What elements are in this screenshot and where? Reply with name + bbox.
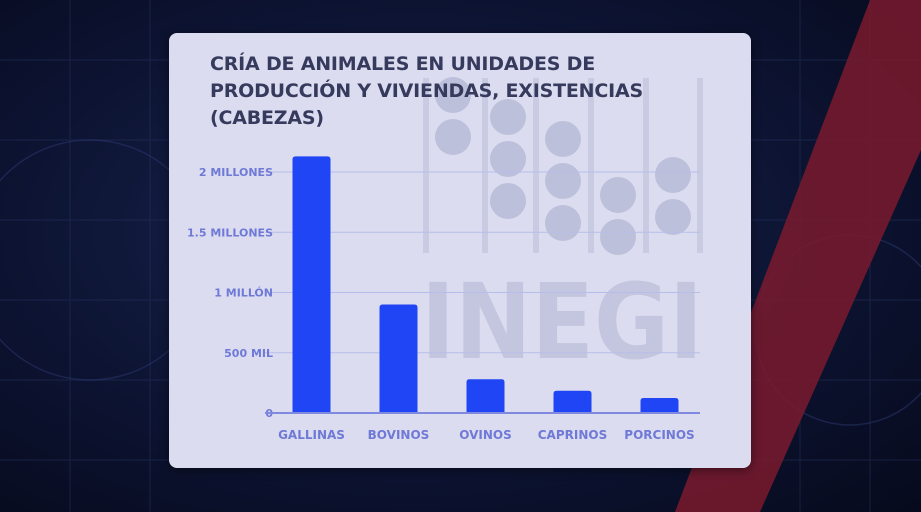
category-label-ovinos: OVINOS [459,428,512,442]
chart-title: CRÍA DE ANIMALES EN UNIDADES DE PRODUCCI… [210,53,643,129]
x-axis-category-labels: GALLINAS BOVINOS OVINOS CAPRINOS PORCINOS [278,428,695,442]
y-tick-label: 500 MIL [224,347,273,360]
watermark-text: INEGI [421,261,703,383]
inegi-watermark: INEGI [421,77,703,383]
category-label-caprinos: CAPRINOS [538,428,607,442]
y-tick-label: 1.5 MILLONES [187,226,273,239]
grid-lines [265,171,700,354]
category-label-porcinos: PORCINOS [624,428,694,442]
bar-porcinos [640,397,679,413]
category-label-gallinas: GALLINAS [278,428,345,442]
bar-caprinos [553,390,592,413]
y-tick-label: 1 MILLÓN [214,287,273,300]
bar-bovinos [379,304,418,413]
bar-gallinas [292,156,331,413]
bar-ovinos [466,379,505,413]
bars [292,156,679,413]
y-tick-label: 2 MILLONES [199,166,273,179]
category-label-bovinos: BOVINOS [368,428,430,442]
